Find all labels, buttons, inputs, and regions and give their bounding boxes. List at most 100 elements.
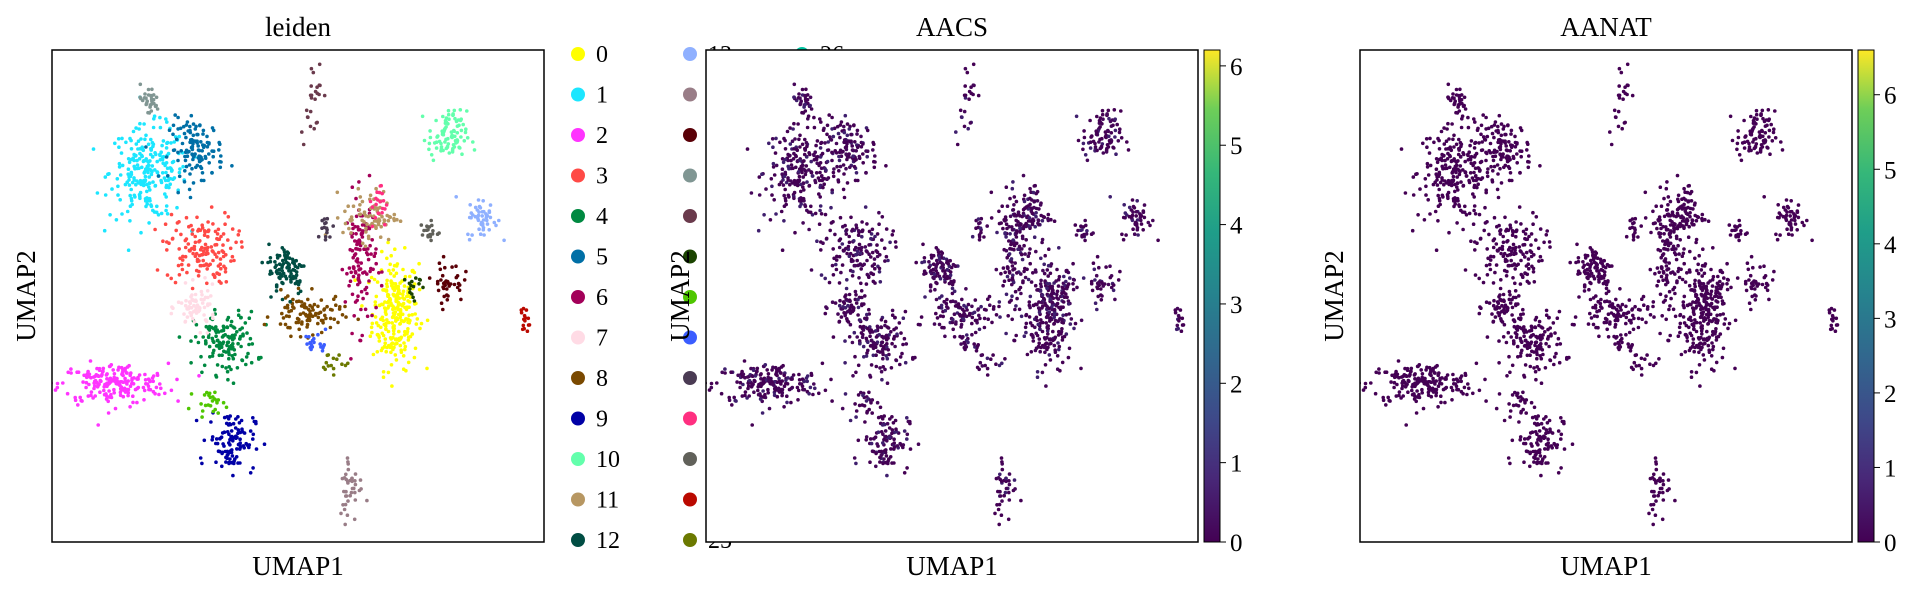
data-point	[360, 241, 365, 246]
data-point	[817, 178, 822, 183]
data-point	[876, 415, 881, 420]
data-point	[880, 423, 885, 427]
data-point	[407, 300, 412, 304]
data-point	[188, 172, 192, 176]
data-point	[1436, 136, 1440, 141]
data-point	[785, 400, 789, 405]
data-point	[446, 112, 451, 117]
data-point	[117, 365, 121, 370]
data-point	[373, 216, 378, 220]
data-point	[1018, 214, 1022, 218]
data-point	[932, 272, 937, 277]
data-point	[821, 128, 826, 132]
data-point	[1003, 231, 1007, 235]
data-point	[323, 235, 328, 239]
data-point	[1429, 373, 1433, 378]
data-point	[199, 297, 204, 302]
data-point	[165, 240, 169, 244]
data-point	[888, 455, 893, 459]
data-point	[365, 222, 369, 226]
data-point	[1688, 315, 1693, 320]
data-point	[464, 127, 468, 131]
data-point	[865, 409, 869, 414]
data-point	[228, 414, 232, 418]
data-point	[1012, 243, 1017, 248]
data-point	[229, 460, 234, 465]
data-point	[441, 254, 446, 259]
data-point	[414, 276, 418, 280]
data-point	[840, 263, 845, 267]
data-point	[298, 279, 302, 283]
data-point	[280, 297, 285, 302]
data-point	[1727, 321, 1732, 326]
data-point	[182, 312, 186, 316]
data-point	[842, 140, 846, 145]
data-point	[1095, 254, 1100, 259]
data-point	[169, 276, 173, 281]
data-point	[879, 369, 884, 374]
data-point	[176, 263, 181, 268]
data-point	[150, 140, 155, 145]
data-point	[1685, 303, 1690, 308]
data-point	[350, 222, 355, 226]
data-point	[298, 335, 303, 339]
data-point	[869, 271, 874, 276]
data-point	[377, 339, 382, 343]
data-point	[790, 139, 795, 143]
data-point	[1459, 125, 1464, 130]
data-point	[830, 127, 834, 131]
data-point	[1718, 332, 1723, 336]
data-point	[1025, 267, 1029, 272]
data-point	[397, 338, 401, 343]
data-point	[445, 287, 449, 291]
data-point	[932, 276, 936, 281]
data-point	[857, 276, 861, 280]
data-point	[1048, 297, 1052, 302]
data-point	[1462, 210, 1467, 215]
data-point	[818, 170, 822, 175]
data-point	[398, 315, 403, 320]
data-point	[283, 257, 288, 262]
data-point	[1441, 387, 1446, 392]
data-point	[853, 263, 857, 268]
data-point	[163, 163, 167, 168]
data-point	[883, 367, 887, 372]
data-point	[55, 381, 60, 386]
data-point	[379, 224, 384, 229]
data-point	[863, 294, 867, 298]
data-point	[1455, 175, 1459, 179]
data-point	[146, 142, 151, 147]
data-point	[951, 299, 955, 304]
data-point	[139, 230, 143, 235]
data-point	[89, 393, 93, 398]
data-point	[403, 344, 408, 349]
data-point	[370, 321, 375, 326]
data-point	[1133, 220, 1138, 225]
data-point	[176, 158, 180, 163]
data-point	[459, 117, 464, 121]
data-point	[390, 341, 395, 346]
data-point	[854, 370, 858, 375]
data-point	[1661, 278, 1665, 283]
data-point	[389, 363, 394, 367]
data-point	[823, 167, 827, 171]
data-point	[1489, 164, 1493, 169]
data-point	[191, 133, 196, 138]
data-point	[1016, 247, 1020, 251]
data-point	[194, 165, 198, 170]
data-point	[126, 393, 130, 398]
data-point	[323, 238, 328, 242]
data-point	[885, 439, 889, 443]
data-point	[105, 372, 109, 376]
data-point	[1692, 289, 1697, 293]
data-point	[391, 286, 395, 291]
data-point	[215, 363, 220, 367]
data-point	[384, 289, 389, 293]
data-point	[110, 378, 114, 382]
data-point	[249, 360, 254, 365]
data-point	[193, 254, 198, 258]
data-point	[874, 364, 879, 369]
data-point	[213, 252, 217, 256]
data-point	[1083, 153, 1088, 157]
data-point	[767, 378, 771, 383]
